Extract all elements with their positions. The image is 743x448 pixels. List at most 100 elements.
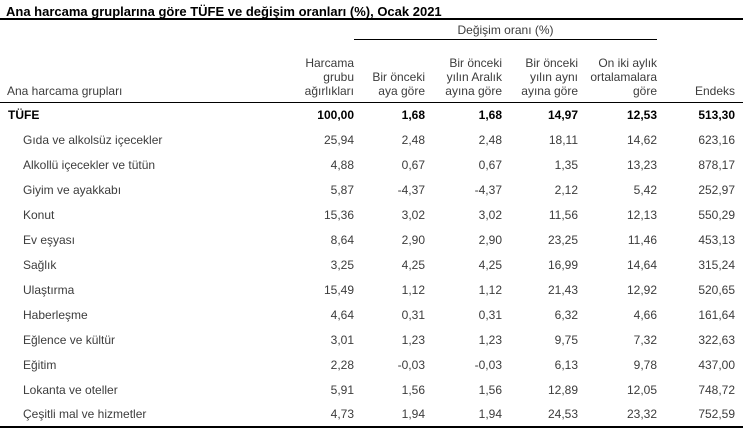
cell-twelve-month-avg: 4,66 — [633, 307, 658, 322]
tufe-table: Değişim oranı (%) Ana harcama grupları H… — [0, 20, 743, 428]
cell-index: 252,97 — [698, 182, 736, 197]
group-header-spacer-right — [657, 20, 743, 39]
cell-twelve-month-avg: 12,53 — [627, 107, 658, 122]
cell-prev-december: 1,68 — [478, 107, 502, 122]
cell-index: 752,59 — [698, 407, 736, 421]
cell-prev-month: 0,31 — [401, 307, 425, 322]
cell-index: 748,72 — [698, 382, 736, 397]
cell-same-month-prev-year: 6,13 — [554, 357, 578, 372]
cell-prev-month: 1,68 — [401, 107, 425, 122]
cell-weight: 15,49 — [323, 282, 354, 297]
row-label: TÜFE — [8, 107, 40, 122]
cell-prev-month: 4,25 — [401, 257, 425, 272]
cell-twelve-month-avg: 7,32 — [633, 332, 658, 347]
cell-index: 453,13 — [698, 232, 736, 247]
row-label: Ulaştırma — [23, 282, 75, 297]
table-row: Haberleşme 4,64 0,31 0,31 6,32 4,66 161,64 — [0, 302, 743, 327]
col-header-prev-december: Bir önceki yılın Aralık ayına göre — [425, 39, 502, 103]
cell-prev-december: 3,02 — [478, 207, 502, 222]
cell-prev-month: 0,67 — [401, 157, 425, 172]
cell-prev-month: -0,03 — [397, 357, 425, 372]
table-row: Ulaştırma 15,49 1,12 1,12 21,43 12,92 520,65 — [0, 277, 743, 302]
group-header-spacer-left — [0, 20, 354, 39]
cell-same-month-prev-year: 23,25 — [547, 232, 578, 247]
column-header-row: Ana harcama grupları Harcama grubu ağırl… — [0, 39, 743, 103]
group-header-row: Değişim oranı (%) — [0, 20, 743, 40]
cell-same-month-prev-year: 9,75 — [554, 332, 578, 347]
row-label: Sağlık — [23, 257, 57, 272]
cell-prev-december: 4,25 — [478, 257, 502, 272]
table-header: Değişim oranı (%) Ana harcama grupları H… — [0, 20, 743, 103]
cell-twelve-month-avg: 9,78 — [633, 357, 658, 372]
row-label: Giyim ve ayakkabı — [23, 182, 122, 197]
cell-same-month-prev-year: 24,53 — [547, 407, 578, 421]
cell-weight: 15,36 — [323, 207, 354, 222]
cell-twelve-month-avg: 5,42 — [633, 182, 658, 197]
cell-weight: 5,91 — [330, 382, 354, 397]
table-row: Lokanta ve oteller 5,91 1,56 1,56 12,89 12,05… — [0, 377, 743, 402]
table-row: Eğlence ve kültür 3,01 1,23 1,23 9,75 7,32 322… — [0, 327, 743, 352]
col-header-groups: Ana harcama grupları — [0, 39, 281, 103]
row-label: Eğitim — [23, 357, 57, 372]
cell-twelve-month-avg: 12,92 — [627, 282, 658, 297]
cell-prev-month: -4,37 — [397, 182, 425, 197]
cell-same-month-prev-year: 6,32 — [554, 307, 578, 322]
cell-index: 322,63 — [698, 332, 736, 347]
cell-weight: 5,87 — [330, 182, 354, 197]
cell-twelve-month-avg: 12,13 — [627, 207, 658, 222]
cell-twelve-month-avg: 11,46 — [627, 232, 658, 247]
cell-prev-december: 2,48 — [478, 132, 502, 147]
cell-prev-december: 1,94 — [478, 407, 502, 421]
cell-weight: 2,28 — [330, 357, 354, 372]
page-title: Ana harcama gruplarına göre TÜFE ve deği… — [0, 0, 743, 20]
cell-prev-december: -4,37 — [474, 182, 502, 197]
cell-weight: 100,00 — [317, 107, 354, 122]
cell-weight: 4,73 — [330, 407, 354, 421]
table-row: Eğitim 2,28 -0,03 -0,03 6,13 9,78 437,00 — [0, 352, 743, 377]
col-header-weights: Harcama grubu ağırlıkları — [281, 39, 354, 103]
cell-same-month-prev-year: 11,56 — [548, 207, 578, 222]
cell-weight: 3,01 — [330, 332, 354, 347]
cell-prev-december: 1,12 — [478, 282, 502, 297]
cell-index: 161,64 — [698, 307, 736, 322]
cell-prev-december: 2,90 — [478, 232, 502, 247]
cell-twelve-month-avg: 13,23 — [627, 157, 658, 172]
cell-same-month-prev-year: 12,89 — [547, 382, 578, 397]
cell-prev-month: 1,56 — [401, 382, 425, 397]
cell-prev-month: 1,23 — [401, 332, 425, 347]
cell-prev-month: 2,48 — [401, 132, 425, 147]
cell-index: 315,24 — [698, 257, 736, 272]
cell-prev-month: 3,02 — [401, 207, 425, 222]
col-header-twelve-month-avg: On iki aylık ortalamalara göre — [578, 39, 658, 103]
row-label: Lokanta ve oteller — [23, 382, 118, 397]
table-row: Giyim ve ayakkabı 5,87 -4,37 -4,37 2,12 5,42 2… — [0, 177, 743, 202]
cell-twelve-month-avg: 14,62 — [627, 132, 658, 147]
cell-weight: 25,94 — [323, 132, 354, 147]
cell-prev-december: 0,31 — [478, 307, 502, 322]
cell-same-month-prev-year: 18,11 — [548, 132, 578, 147]
table-row: Konut 15,36 3,02 3,02 11,56 12,13 550,29 — [0, 202, 743, 227]
cell-index: 513,30 — [698, 107, 736, 122]
table-row: TÜFE 100,00 1,68 1,68 14,97 12,53 513,30 — [0, 102, 743, 127]
cell-weight: 4,64 — [330, 307, 354, 322]
change-rate-group-header: Değişim oranı (%) — [354, 20, 658, 40]
cell-twelve-month-avg: 12,05 — [627, 382, 658, 397]
row-label: Çeşitli mal ve hizmetler — [23, 407, 147, 421]
cell-weight: 8,64 — [330, 232, 354, 247]
cell-prev-december: -0,03 — [474, 357, 502, 372]
cell-prev-december: 1,56 — [478, 382, 502, 397]
cell-prev-december: 1,23 — [478, 332, 502, 347]
cell-weight: 4,88 — [330, 157, 354, 172]
cell-prev-month: 1,12 — [401, 282, 425, 297]
table-row: Gıda ve alkolsüz içecekler 25,94 2,48 2,48 1… — [0, 127, 743, 152]
row-label: Haberleşme — [23, 307, 88, 322]
cell-prev-month: 1,94 — [401, 407, 425, 421]
cell-twelve-month-avg: 23,32 — [627, 407, 658, 421]
cell-index: 520,65 — [698, 282, 736, 297]
cell-same-month-prev-year: 1,35 — [554, 157, 578, 172]
cell-same-month-prev-year: 21,43 — [547, 282, 578, 297]
cell-index: 878,17 — [698, 157, 736, 172]
cell-prev-month: 2,90 — [401, 232, 425, 247]
table-row: Alkollü içecekler ve tütün 4,88 0,67 0,67 1,… — [0, 152, 743, 177]
